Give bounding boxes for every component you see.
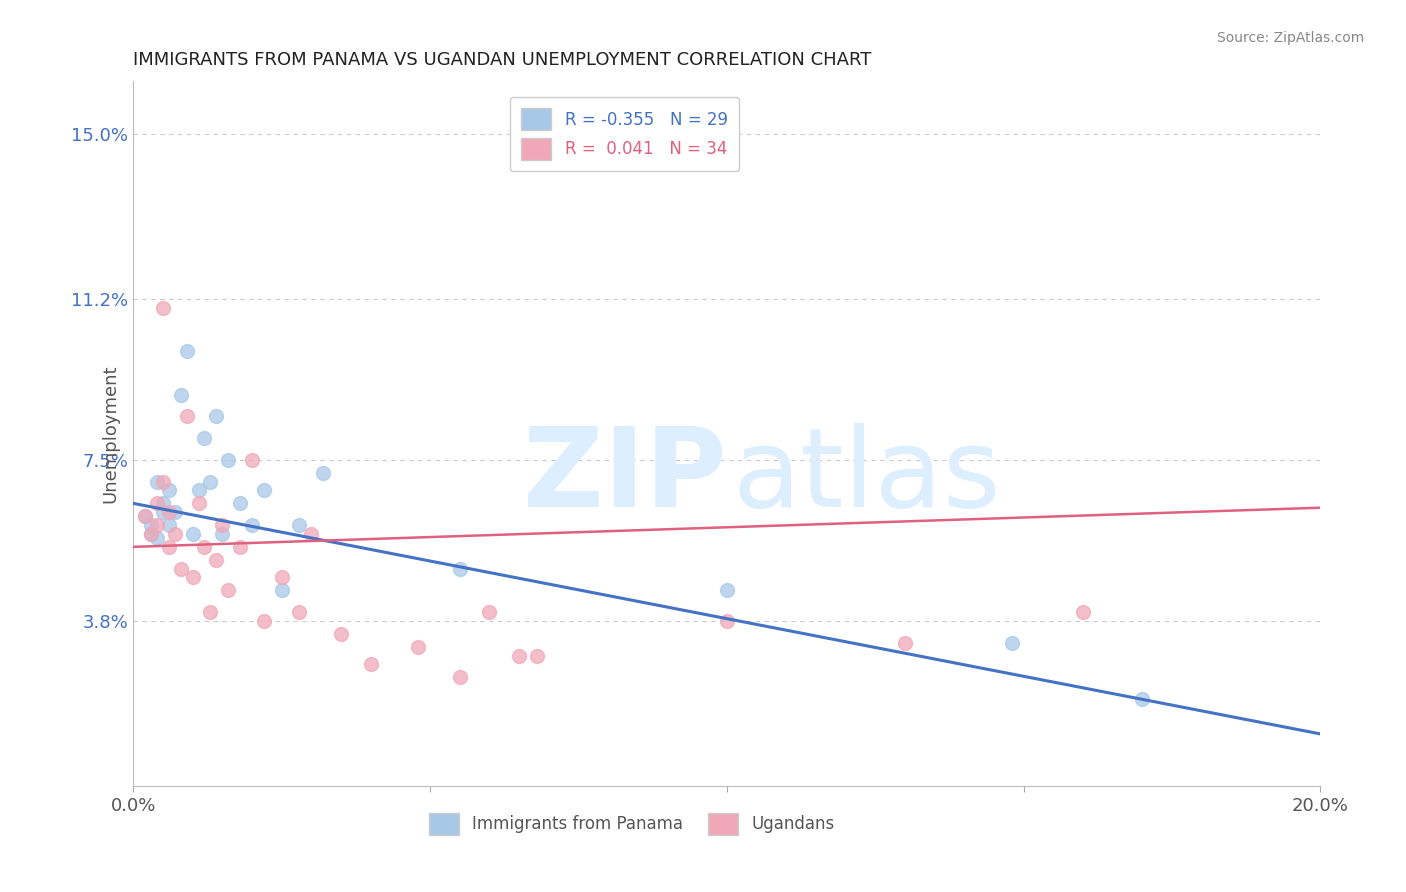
Point: [299, 526, 322, 541]
Point: [152, 496, 174, 510]
Point: [157, 518, 180, 533]
Point: [181, 526, 204, 541]
Point: [146, 475, 169, 489]
Point: [240, 518, 263, 533]
Point: [288, 605, 311, 619]
Point: [134, 509, 156, 524]
Point: [253, 483, 276, 498]
Point: [1071, 605, 1094, 619]
Point: [146, 531, 169, 545]
Point: [200, 475, 222, 489]
Point: [229, 496, 252, 510]
Point: [170, 561, 193, 575]
Point: [139, 526, 162, 541]
Point: [152, 301, 174, 315]
Point: [170, 387, 193, 401]
Point: [193, 540, 215, 554]
Point: [163, 526, 186, 541]
Point: [205, 409, 228, 424]
Point: [176, 344, 198, 359]
Point: [716, 583, 738, 598]
Point: [152, 505, 174, 519]
Point: [157, 483, 180, 498]
Point: [181, 570, 204, 584]
Point: [152, 475, 174, 489]
Legend: R = -0.355   N = 29, R =  0.041   N = 34: R = -0.355 N = 29, R = 0.041 N = 34: [509, 96, 740, 171]
Text: atlas: atlas: [733, 423, 1001, 530]
Point: [205, 553, 228, 567]
Point: [288, 518, 311, 533]
Y-axis label: Unemployment: Unemployment: [101, 365, 120, 503]
Point: [330, 627, 353, 641]
Point: [217, 583, 239, 598]
Point: [716, 614, 738, 628]
Point: [894, 635, 917, 649]
Text: IMMIGRANTS FROM PANAMA VS UGANDAN UNEMPLOYMENT CORRELATION CHART: IMMIGRANTS FROM PANAMA VS UGANDAN UNEMPL…: [134, 51, 872, 69]
Point: [508, 648, 530, 663]
Point: [270, 570, 292, 584]
Point: [1001, 635, 1024, 649]
Point: [449, 561, 471, 575]
Point: [176, 409, 198, 424]
Text: ZIP: ZIP: [523, 423, 727, 530]
Point: [478, 605, 501, 619]
Point: [360, 657, 382, 672]
Point: [270, 583, 292, 598]
Point: [157, 505, 180, 519]
Text: Source: ZipAtlas.com: Source: ZipAtlas.com: [1216, 31, 1364, 45]
Point: [253, 614, 276, 628]
Point: [449, 670, 471, 684]
Point: [163, 505, 186, 519]
Point: [312, 466, 335, 480]
Point: [406, 640, 429, 654]
Point: [187, 496, 209, 510]
Point: [200, 605, 222, 619]
Point: [526, 648, 548, 663]
Point: [211, 526, 233, 541]
Point: [211, 518, 233, 533]
Point: [229, 540, 252, 554]
Point: [139, 518, 162, 533]
Point: [240, 453, 263, 467]
Point: [187, 483, 209, 498]
Point: [134, 509, 156, 524]
Point: [193, 431, 215, 445]
Point: [139, 526, 162, 541]
Point: [217, 453, 239, 467]
Point: [1130, 692, 1153, 706]
Point: [146, 496, 169, 510]
Point: [157, 540, 180, 554]
Point: [146, 518, 169, 533]
